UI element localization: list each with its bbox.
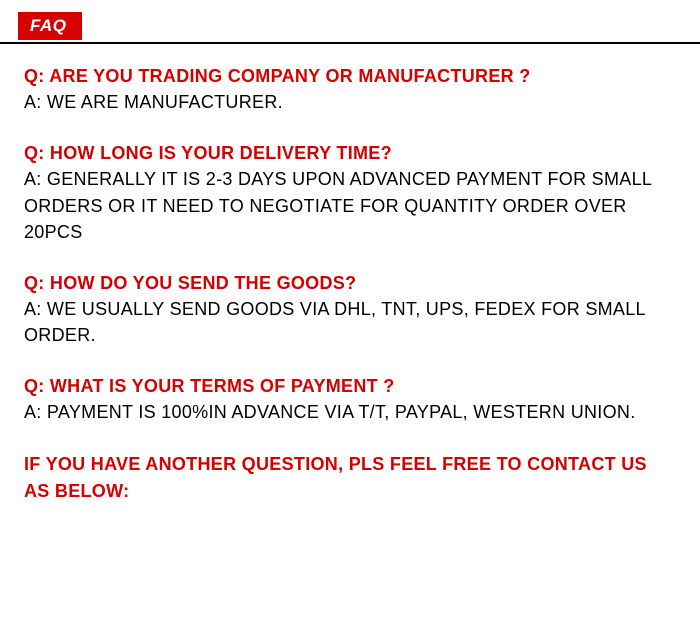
- qa-block: Q: HOW LONG IS YOUR DELIVERY TIME? A: GE…: [24, 141, 676, 244]
- header-row: FAQ: [0, 0, 700, 44]
- question-text: Q: HOW DO YOU SEND THE GOODS?: [24, 271, 676, 296]
- faq-tab: FAQ: [18, 12, 82, 40]
- answer-text: A: PAYMENT IS 100%IN ADVANCE VIA T/T, PA…: [24, 399, 676, 425]
- footer-note: IF YOU HAVE ANOTHER QUESTION, PLS FEEL F…: [24, 451, 676, 503]
- qa-block: Q: WHAT IS YOUR TERMS OF PAYMENT ? A: PA…: [24, 374, 676, 425]
- question-text: Q: HOW LONG IS YOUR DELIVERY TIME?: [24, 141, 676, 166]
- answer-text: A: GENERALLY IT IS 2-3 DAYS UPON ADVANCE…: [24, 166, 676, 244]
- faq-content: Q: ARE YOU TRADING COMPANY OR MANUFACTUR…: [0, 44, 700, 504]
- qa-block: Q: ARE YOU TRADING COMPANY OR MANUFACTUR…: [24, 64, 676, 115]
- answer-text: A: WE ARE MANUFACTURER.: [24, 89, 676, 115]
- answer-text: A: WE USUALLY SEND GOODS VIA DHL, TNT, U…: [24, 296, 676, 348]
- qa-block: Q: HOW DO YOU SEND THE GOODS? A: WE USUA…: [24, 271, 676, 348]
- question-text: Q: ARE YOU TRADING COMPANY OR MANUFACTUR…: [24, 64, 676, 89]
- question-text: Q: WHAT IS YOUR TERMS OF PAYMENT ?: [24, 374, 676, 399]
